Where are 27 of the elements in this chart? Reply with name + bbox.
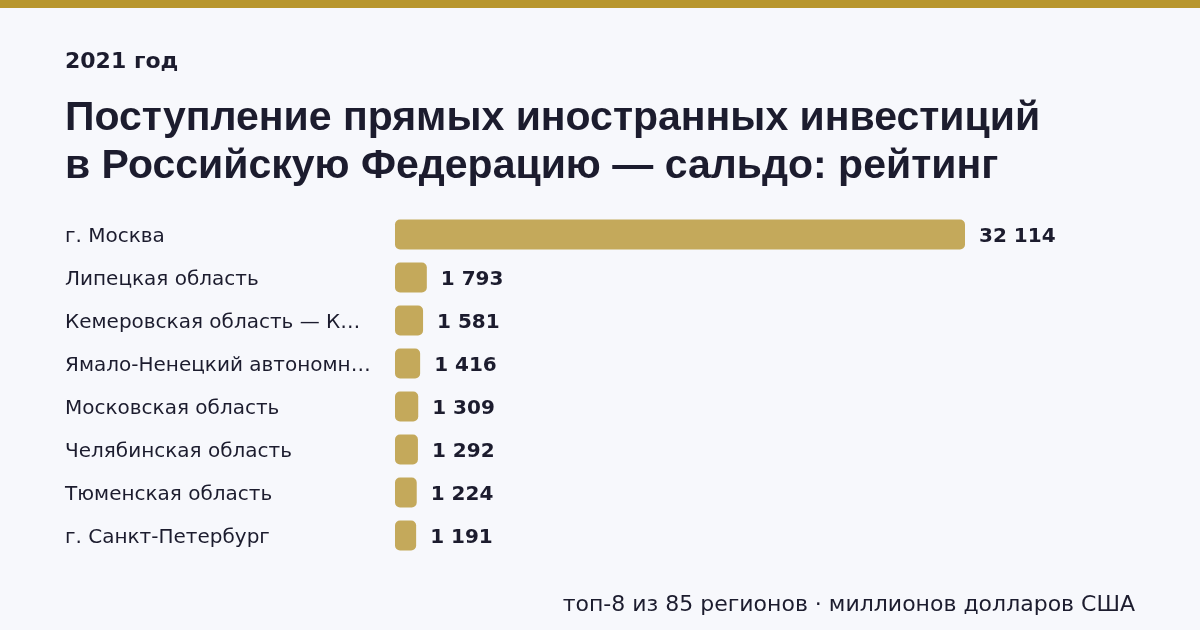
data-label: 32 114	[979, 222, 1056, 247]
data-label: 1 309	[432, 394, 495, 419]
bar	[395, 520, 417, 551]
bar	[395, 391, 419, 422]
bar	[395, 262, 427, 293]
y-tick-label: Кемеровская область — К…	[65, 308, 361, 333]
data-label: 1 191	[430, 523, 493, 548]
bar	[395, 434, 418, 465]
bar	[395, 219, 965, 250]
chart-title: Поступление прямых иностранных инвестиций в Российскую Федерацию — сальдо: рейтинг	[65, 92, 1042, 188]
data-label: 1 292	[431, 437, 495, 462]
y-tick-label: г. Москва	[65, 222, 165, 247]
y-tick-label: Московская область	[65, 394, 280, 419]
text: 2021 год	[65, 47, 179, 75]
y-tick-label: г. Санкт-Петербург	[65, 523, 270, 548]
data-label: 1 581	[437, 308, 500, 333]
y-tick-label: Челябинская область	[65, 437, 293, 462]
data-label: 1 224	[430, 480, 494, 505]
text: топ-8 из 85 регионов · миллионов долларов США	[562, 590, 1135, 616]
bar	[395, 477, 417, 508]
data-label: 1 416	[434, 351, 497, 376]
y-tick-label: Ямало-Ненецкий автономн…	[65, 351, 371, 376]
bar	[395, 305, 424, 336]
bar	[395, 348, 421, 379]
y-tick-label: Тюменская область	[64, 480, 273, 505]
data-label: 1 793	[440, 265, 504, 290]
y-tick-label: Липецкая область	[65, 265, 259, 290]
